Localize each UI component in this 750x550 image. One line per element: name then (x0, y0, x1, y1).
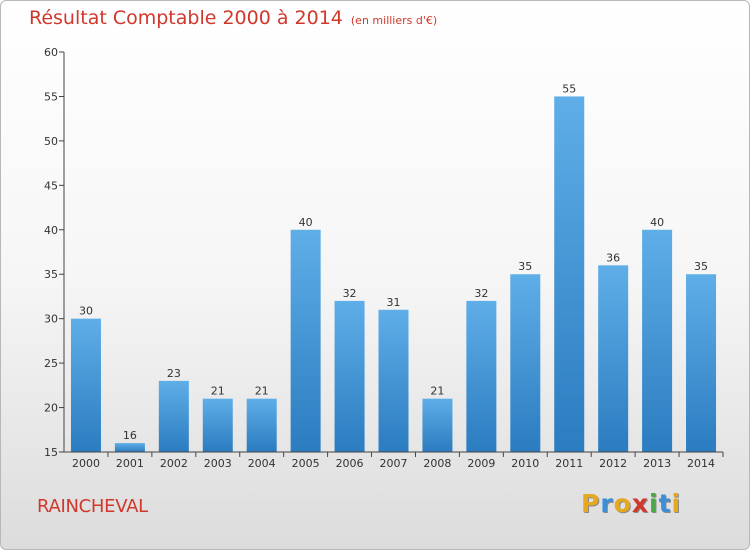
x-tick-label: 2006 (336, 457, 364, 470)
bars: 30 16 23 21 21 40 32 31 21 32 35 55 36 40 35 (70, 82, 717, 452)
bar-value-label: 21 (255, 385, 269, 398)
logo-letter: i (671, 489, 682, 518)
town-name: RAINCHEVAL (37, 496, 148, 517)
x-tick-label: 2003 (204, 457, 232, 470)
bar-value-label: 23 (167, 367, 181, 380)
x-tick-label: 2011 (555, 457, 583, 470)
x-axis: 2000 2001 2002 2003 2004 2005 2006 2007 2008 2009… (64, 451, 724, 470)
y-tick-label: 60 (44, 46, 58, 59)
bar-value-label: 32 (343, 287, 357, 300)
y-tick-label: 15 (44, 446, 58, 459)
bar-value-label: 40 (299, 216, 313, 229)
bar-value-label: 40 (650, 216, 664, 229)
logo-letter: o (613, 489, 632, 518)
bar-value-label: 30 (79, 305, 93, 318)
chart-subtitle: (en milliers d'€) (350, 14, 438, 27)
y-axis: 15 20 25 30 35 40 45 50 55 60 (44, 46, 65, 459)
y-tick-label: 35 (44, 268, 58, 281)
bar (70, 318, 101, 452)
x-tick-label: 2010 (511, 457, 539, 470)
logo-letter: r (600, 489, 614, 518)
bar (158, 380, 189, 452)
bar-value-label: 16 (123, 429, 137, 442)
x-tick-label: 2009 (467, 457, 495, 470)
bar (290, 229, 321, 452)
bar-value-label: 55 (562, 82, 576, 95)
bar-value-label: 35 (694, 260, 708, 273)
bar (246, 398, 277, 452)
bar (598, 265, 629, 452)
x-tick-label: 2000 (72, 457, 100, 470)
y-tick-label: 55 (44, 90, 58, 103)
logo-letter: t (658, 489, 672, 518)
proxiti-logo: Proxiti (581, 489, 681, 518)
x-tick-label: 2013 (643, 457, 671, 470)
logo-letter: x (631, 489, 649, 518)
bar-value-label: 31 (387, 296, 401, 309)
y-tick-label: 40 (44, 224, 58, 237)
bar-value-label: 36 (606, 251, 620, 264)
bar-value-label: 21 (430, 385, 444, 398)
bar (466, 300, 497, 452)
logo-letter: i (649, 489, 659, 518)
bar (554, 96, 585, 452)
x-tick-label: 2001 (116, 457, 144, 470)
x-tick-label: 2005 (292, 457, 320, 470)
y-tick-label: 20 (44, 402, 58, 415)
bar-value-label: 35 (518, 260, 532, 273)
x-tick-label: 2004 (248, 457, 276, 470)
bar (114, 443, 145, 452)
bar (686, 274, 717, 452)
y-tick-label: 30 (44, 313, 58, 326)
x-tick-label: 2014 (687, 457, 715, 470)
bar (422, 398, 453, 452)
bar (378, 309, 409, 452)
x-tick-label: 2007 (380, 457, 408, 470)
logo-letter: P (581, 489, 601, 518)
y-tick-label: 45 (44, 179, 58, 192)
bar (334, 300, 365, 452)
x-tick-label: 2002 (160, 457, 188, 470)
bar (510, 274, 541, 452)
x-tick-label: 2012 (599, 457, 627, 470)
bar-value-label: 32 (474, 287, 488, 300)
y-tick-label: 50 (44, 135, 58, 148)
bar (642, 229, 673, 452)
bar-value-label: 21 (211, 385, 225, 398)
y-tick-label: 25 (44, 357, 58, 370)
bar (202, 398, 233, 452)
chart-title: Résultat Comptable 2000 à 2014 (en millie… (29, 7, 437, 29)
chart-title-text: Résultat Comptable 2000 à 2014 (29, 7, 343, 29)
x-tick-label: 2008 (423, 457, 451, 470)
